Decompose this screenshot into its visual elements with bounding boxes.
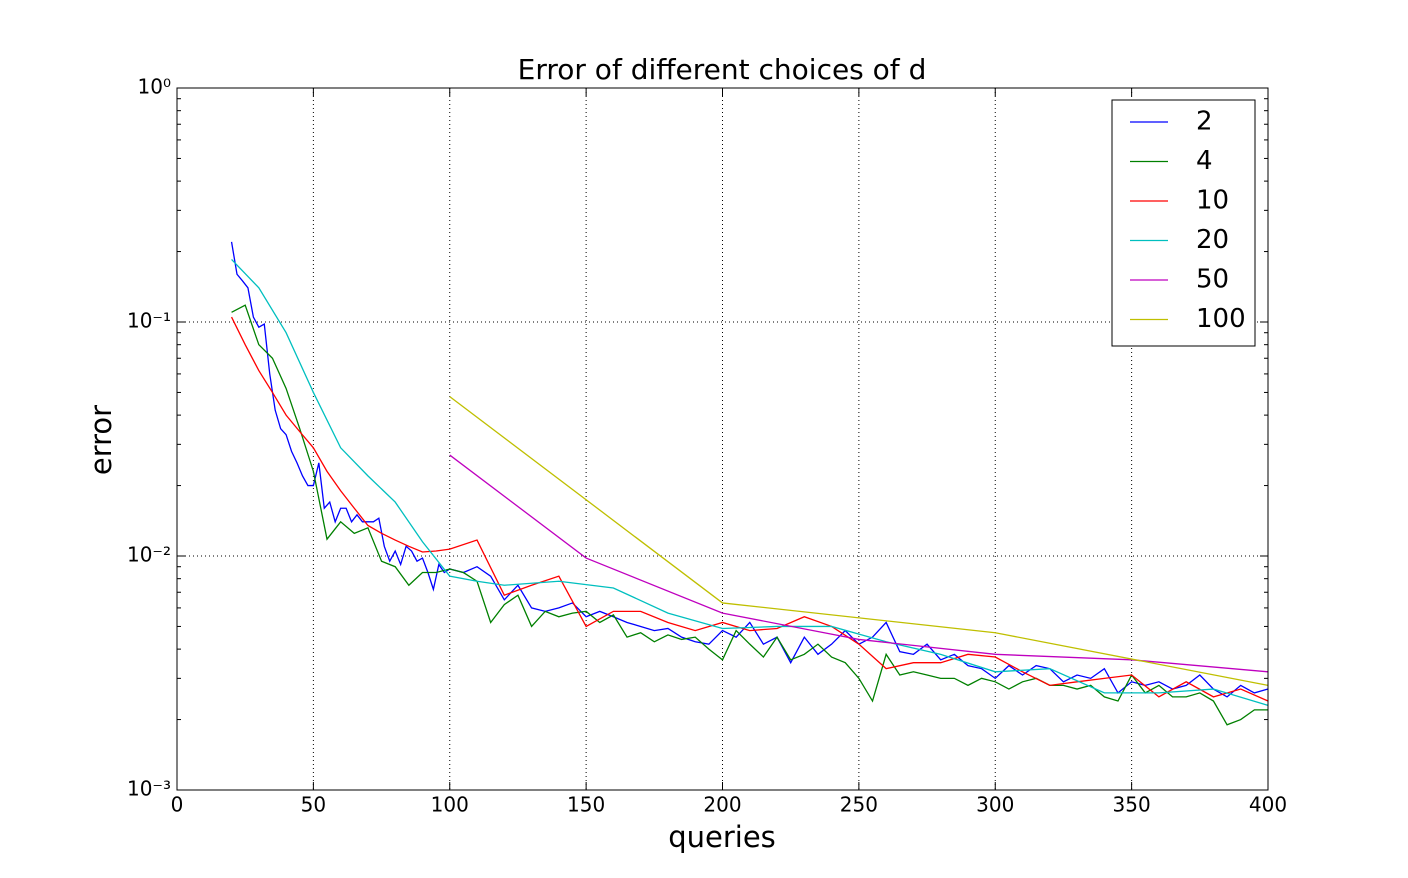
legend: 2 4 10 20 50 100	[1111, 99, 1256, 347]
plot-lines	[230, 241, 1269, 726]
legend-label: 10	[1196, 186, 1229, 216]
legend-label: 2	[1196, 107, 1213, 137]
chart-title: Error of different choices of d	[518, 53, 927, 86]
y-tick-label: 10⁻³	[127, 777, 171, 801]
plot-frame	[176, 87, 1269, 791]
x-tick-label: 350	[1113, 793, 1151, 817]
x-tick-label: 200	[703, 793, 741, 817]
x-tick-label: 50	[301, 793, 326, 817]
x-tick-label: 150	[567, 793, 605, 817]
y-tick-label: 10⁰	[138, 75, 171, 99]
y-tick-label: 10⁻¹	[127, 309, 171, 333]
y-axis-label: error	[84, 405, 118, 475]
legend-label: 50	[1196, 265, 1229, 295]
legend-label: 100	[1196, 304, 1246, 334]
series-line	[230, 316, 1269, 702]
x-tick-label: 100	[431, 793, 469, 817]
x-tick-label: 250	[840, 793, 878, 817]
x-axis-label: queries	[668, 820, 776, 854]
series-line	[231, 259, 1269, 706]
series-line	[230, 241, 1269, 698]
x-tick-label: 300	[976, 793, 1014, 817]
x-tick-label: 0	[171, 793, 184, 817]
y-tick-label: 10⁻²	[127, 543, 171, 567]
legend-box	[1111, 99, 1256, 347]
x-tick-label: 400	[1249, 793, 1287, 817]
series-line	[449, 454, 1269, 673]
legend-label: 4	[1196, 146, 1213, 176]
series-line	[449, 396, 1269, 687]
legend-label: 20	[1196, 225, 1229, 255]
